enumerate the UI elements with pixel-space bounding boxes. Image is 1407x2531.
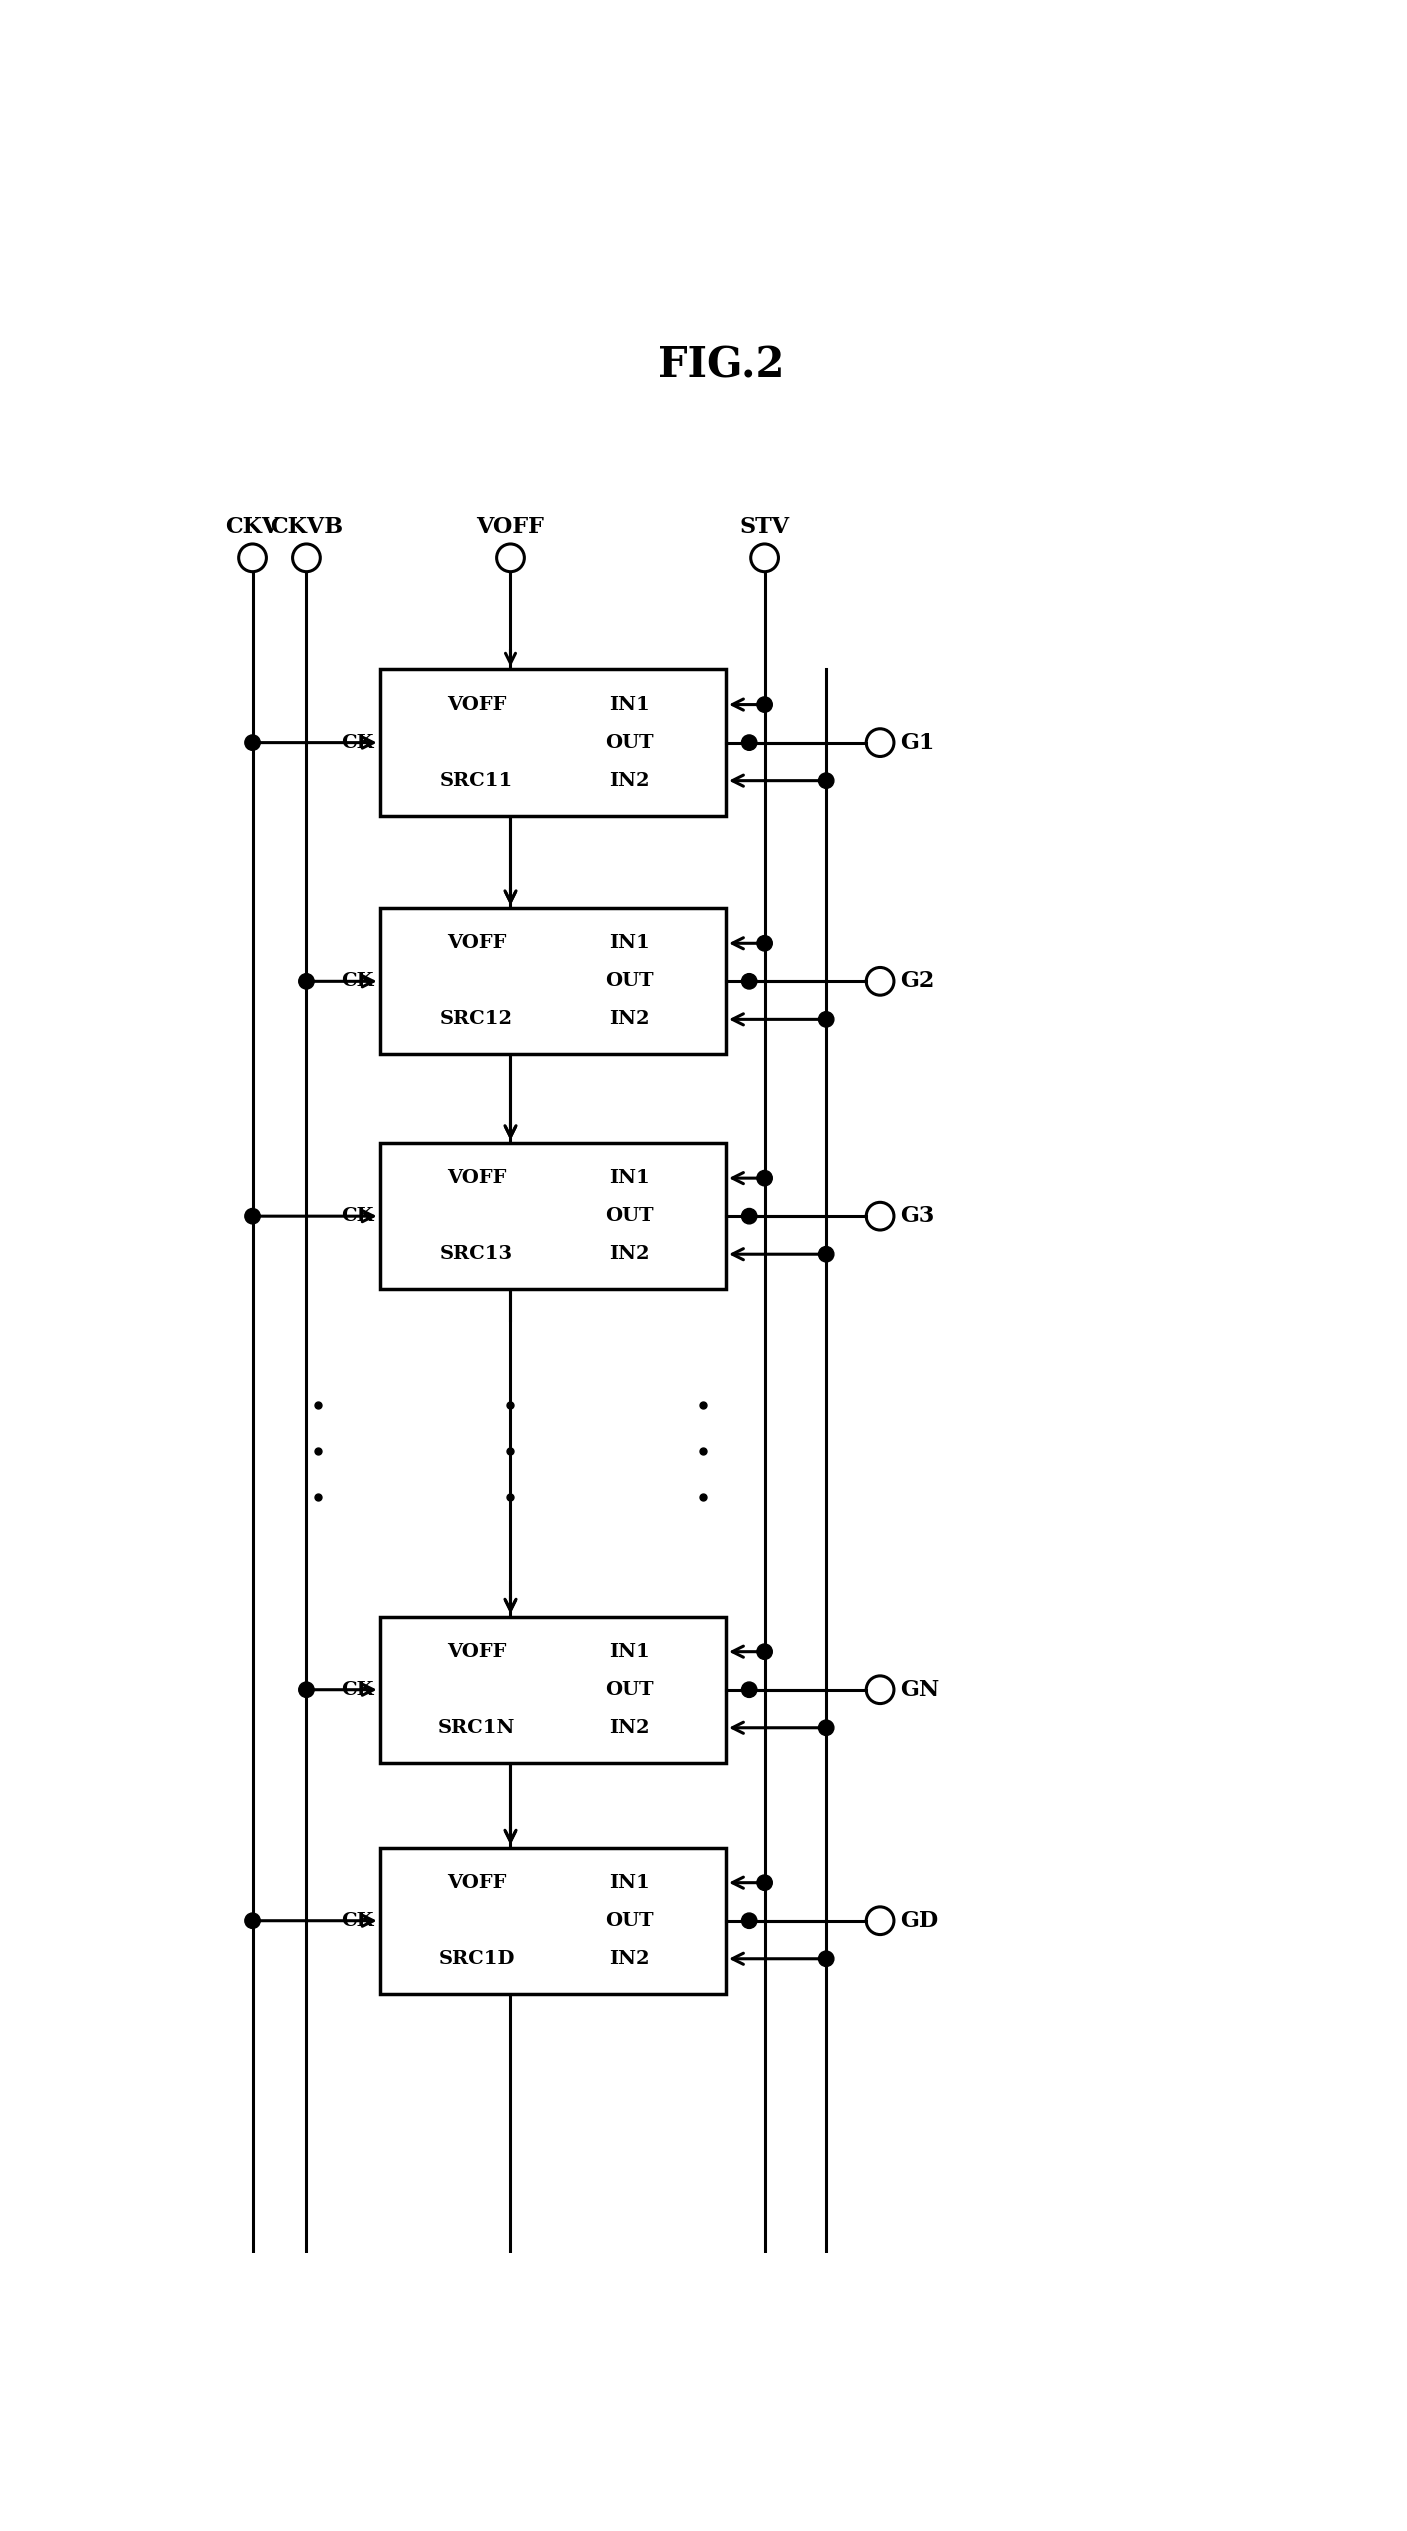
Circle shape bbox=[819, 1721, 834, 1736]
Bar bbox=[380, 1848, 726, 1994]
Text: G1: G1 bbox=[900, 731, 934, 754]
Text: CK: CK bbox=[340, 1681, 373, 1698]
Text: IN2: IN2 bbox=[609, 772, 649, 790]
Text: CKV: CKV bbox=[225, 516, 280, 537]
Circle shape bbox=[819, 1951, 834, 1967]
Circle shape bbox=[741, 1913, 757, 1929]
Text: SRC11: SRC11 bbox=[440, 772, 514, 790]
Circle shape bbox=[741, 974, 757, 990]
Circle shape bbox=[245, 1913, 260, 1929]
Circle shape bbox=[741, 1683, 757, 1698]
Circle shape bbox=[298, 1683, 314, 1698]
Circle shape bbox=[298, 974, 314, 990]
Circle shape bbox=[819, 772, 834, 787]
Bar bbox=[380, 671, 726, 815]
Text: OUT: OUT bbox=[605, 1681, 653, 1698]
Text: SRC12: SRC12 bbox=[440, 1010, 514, 1028]
Text: SRC1N: SRC1N bbox=[438, 1719, 515, 1736]
Text: IN2: IN2 bbox=[609, 1949, 649, 1967]
Text: SRC13: SRC13 bbox=[440, 1245, 514, 1263]
Circle shape bbox=[741, 734, 757, 749]
Text: OUT: OUT bbox=[605, 734, 653, 752]
Bar bbox=[380, 1617, 726, 1764]
Text: IN1: IN1 bbox=[609, 1873, 650, 1891]
Text: IN2: IN2 bbox=[609, 1010, 649, 1028]
Bar bbox=[380, 1144, 726, 1288]
Text: OUT: OUT bbox=[605, 1911, 653, 1929]
Circle shape bbox=[245, 1207, 260, 1225]
Circle shape bbox=[757, 936, 772, 952]
Text: CKVB: CKVB bbox=[270, 516, 343, 537]
Bar bbox=[380, 909, 726, 1055]
Circle shape bbox=[741, 1207, 757, 1225]
Text: FIG.2: FIG.2 bbox=[658, 344, 784, 387]
Text: G2: G2 bbox=[900, 969, 934, 992]
Text: CK: CK bbox=[340, 1207, 373, 1225]
Text: IN2: IN2 bbox=[609, 1245, 649, 1263]
Text: IN1: IN1 bbox=[609, 934, 650, 952]
Text: IN1: IN1 bbox=[609, 696, 650, 714]
Text: CK: CK bbox=[340, 1911, 373, 1929]
Text: CK: CK bbox=[340, 972, 373, 990]
Text: VOFF: VOFF bbox=[447, 934, 507, 952]
Circle shape bbox=[819, 1245, 834, 1263]
Text: OUT: OUT bbox=[605, 972, 653, 990]
Text: VOFF: VOFF bbox=[447, 1643, 507, 1660]
Text: SRC1D: SRC1D bbox=[439, 1949, 515, 1967]
Circle shape bbox=[757, 1645, 772, 1660]
Text: GN: GN bbox=[900, 1678, 940, 1701]
Text: GD: GD bbox=[900, 1911, 938, 1931]
Circle shape bbox=[819, 1012, 834, 1028]
Text: VOFF: VOFF bbox=[447, 1169, 507, 1187]
Text: STV: STV bbox=[740, 516, 789, 537]
Text: VOFF: VOFF bbox=[447, 696, 507, 714]
Circle shape bbox=[757, 696, 772, 711]
Text: VOFF: VOFF bbox=[477, 516, 545, 537]
Text: IN1: IN1 bbox=[609, 1643, 650, 1660]
Text: OUT: OUT bbox=[605, 1207, 653, 1225]
Text: VOFF: VOFF bbox=[447, 1873, 507, 1891]
Circle shape bbox=[757, 1169, 772, 1187]
Circle shape bbox=[757, 1875, 772, 1891]
Circle shape bbox=[245, 734, 260, 749]
Text: IN1: IN1 bbox=[609, 1169, 650, 1187]
Text: IN2: IN2 bbox=[609, 1719, 649, 1736]
Text: CK: CK bbox=[340, 734, 373, 752]
Text: G3: G3 bbox=[900, 1205, 934, 1228]
